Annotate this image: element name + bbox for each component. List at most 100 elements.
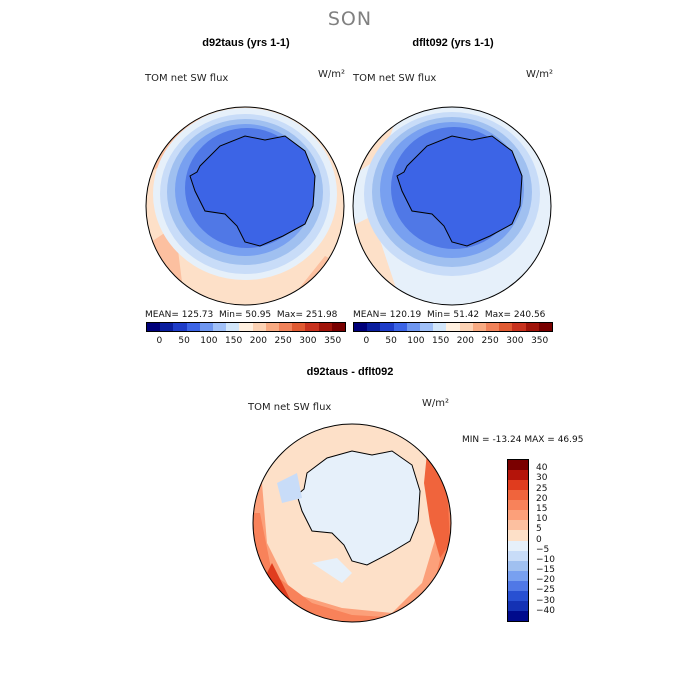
colorbar-swatch: [406, 323, 421, 331]
colorbar-swatch: [508, 570, 528, 581]
colorbar-tick-label: −5: [536, 544, 550, 555]
colorbar-tick-label: −10: [536, 554, 555, 565]
colorbar-tick-label: 150: [432, 336, 450, 346]
colorbar-swatch: [265, 323, 280, 331]
panel1-title: d92taus (yrs 1-1): [202, 37, 290, 49]
panel2-units: W/m²: [526, 69, 554, 80]
colorbar-tick-label: 300: [299, 336, 317, 346]
panel3-colorbar-ticks: 40 30 25 20 15 10 5 0 −5 −10 −15 −20 −25 −30 −40: [536, 459, 566, 622]
colorbar-swatch: [508, 540, 528, 551]
panel1-units: W/m²: [318, 69, 346, 80]
colorbar-swatch: [508, 530, 528, 541]
panel1-colorbar-ticks: 0 50 100 150 200 250 300 350: [146, 336, 346, 348]
colorbar-swatch: [147, 323, 161, 331]
colorbar-tick-label: 10: [536, 514, 548, 525]
colorbar-swatch: [499, 323, 513, 331]
colorbar-swatch: [508, 590, 528, 601]
colorbar-swatch: [279, 323, 293, 331]
colorbar-swatch: [472, 323, 487, 331]
panel3-variable: TOM net SW flux: [248, 402, 332, 413]
panel1-mean: 125.73: [181, 310, 214, 320]
panel2-variable: TOM net SW flux: [353, 73, 437, 84]
panel3-max: 46.95: [557, 435, 584, 445]
panel3-colorbar: [507, 459, 529, 622]
colorbar-tick-label: −20: [536, 575, 555, 586]
colorbar-tick-label: 50: [385, 336, 397, 346]
colorbar-swatch: [446, 323, 460, 331]
panel2-max-label: Max=: [484, 310, 512, 320]
panel3-min: -13.24: [492, 435, 522, 445]
panel1-min: 50.95: [245, 310, 272, 320]
colorbar-tick-label: 150: [225, 336, 243, 346]
colorbar-tick-label: 100: [407, 336, 425, 346]
colorbar-swatch: [433, 323, 447, 331]
panel3-stats: MIN = -13.24 MAX = 46.95: [462, 435, 583, 445]
colorbar-tick-label: 0: [363, 336, 370, 346]
colorbar-tick-label: 350: [324, 336, 342, 346]
panel2-colorbar: [353, 322, 553, 332]
panel3-max-label: MAX =: [524, 435, 555, 445]
panel2-max: 240.56: [513, 310, 546, 320]
colorbar-swatch: [186, 323, 200, 331]
colorbar-tick-label: −40: [536, 605, 555, 616]
colorbar-tick-label: 100: [200, 336, 218, 346]
colorbar-swatch: [512, 323, 526, 331]
colorbar-swatch: [292, 323, 306, 331]
colorbar-swatch: [354, 323, 368, 331]
page-title: SON: [327, 8, 373, 30]
colorbar-tick-label: 20: [536, 493, 548, 504]
colorbar-swatch: [318, 323, 332, 331]
colorbar-tick-label: 40: [536, 463, 548, 474]
panel2-mean-label: MEAN=: [353, 310, 387, 320]
colorbar-tick-label: 350: [531, 336, 549, 346]
colorbar-tick-label: 200: [456, 336, 474, 346]
colorbar-tick-label: 300: [506, 336, 524, 346]
colorbar-swatch: [226, 323, 240, 331]
colorbar-tick-label: 25: [536, 483, 548, 494]
colorbar-tick-label: 5: [536, 524, 542, 535]
colorbar-swatch: [199, 323, 214, 331]
colorbar-tick-label: 30: [536, 473, 548, 484]
colorbar-swatch: [160, 323, 174, 331]
colorbar-swatch: [538, 323, 553, 331]
colorbar-swatch: [508, 480, 528, 491]
panel2-min: 51.42: [453, 310, 480, 320]
colorbar-swatch: [459, 323, 473, 331]
colorbar-swatch: [508, 470, 528, 481]
panel2-title: dflt092 (yrs 1-1): [412, 37, 494, 49]
colorbar-swatch: [525, 323, 539, 331]
colorbar-tick-label: −25: [536, 585, 555, 596]
colorbar-swatch: [213, 323, 227, 331]
colorbar-swatch: [173, 323, 187, 331]
colorbar-swatch: [508, 610, 528, 621]
colorbar-swatch: [508, 460, 528, 471]
colorbar-tick-label: 0: [156, 336, 163, 346]
colorbar-tick-label: 250: [481, 336, 499, 346]
colorbar-swatch: [508, 510, 528, 521]
panel1-min-label: Min=: [219, 310, 243, 320]
colorbar-tick-label: 0: [536, 534, 542, 545]
colorbar-swatch: [305, 323, 319, 331]
colorbar-swatch: [252, 323, 266, 331]
colorbar-swatch: [508, 580, 528, 591]
panel2-mean: 120.19: [389, 310, 422, 320]
colorbar-swatch: [508, 550, 528, 561]
panel1-stats: MEAN= 125.73 Min= 50.95 Max= 251.98: [145, 310, 337, 320]
panel1-colorbar: [146, 322, 346, 332]
colorbar-swatch: [508, 600, 528, 611]
panel1-max-label: Max=: [276, 310, 304, 320]
colorbar-swatch: [239, 323, 253, 331]
panel3-units: W/m²: [422, 398, 450, 409]
colorbar-swatch: [508, 560, 528, 571]
panel2-min-label: Min=: [427, 310, 451, 320]
panel2-colorbar-ticks: 0 50 100 150 200 250 300 350: [353, 336, 553, 348]
colorbar-tick-label: −30: [536, 595, 555, 606]
colorbar-swatch: [508, 500, 528, 511]
panel1-mean-label: MEAN=: [145, 310, 179, 320]
colorbar-tick-label: 250: [274, 336, 292, 346]
colorbar-tick-label: −15: [536, 565, 555, 576]
panel1-variable: TOM net SW flux: [145, 73, 229, 84]
colorbar-tick-label: 15: [536, 503, 548, 514]
colorbar-swatch: [508, 490, 528, 501]
colorbar-swatch: [486, 323, 500, 331]
